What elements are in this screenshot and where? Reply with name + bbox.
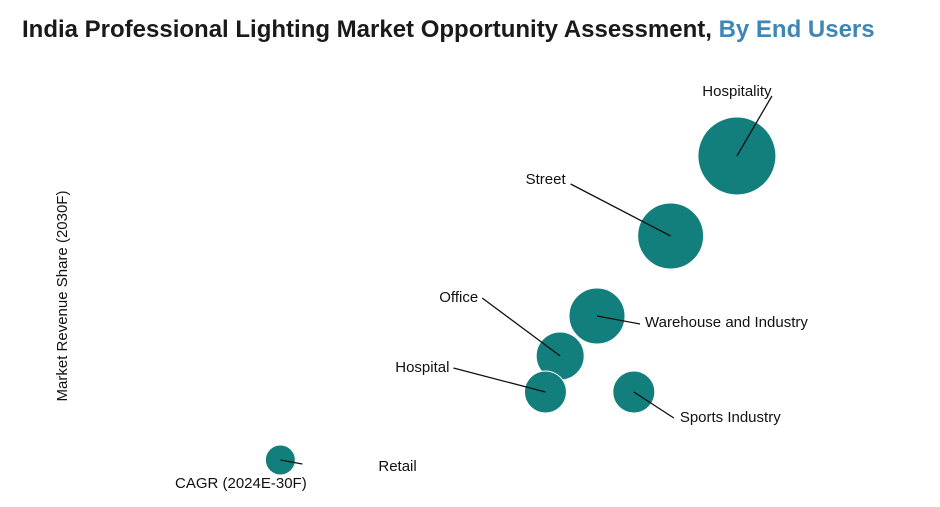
data-label-hospitality: Hospitality <box>702 83 772 100</box>
leader-line-warehouse-and-industry <box>596 315 641 325</box>
data-label-warehouse-and-industry: Warehouse and Industry <box>645 314 808 331</box>
leader-line-retail <box>280 459 303 465</box>
leader-line-hospitality <box>736 95 773 157</box>
chart-title-accent: By End Users <box>718 16 875 43</box>
leader-line-sports-industry <box>633 391 675 419</box>
leader-line-street <box>570 183 671 237</box>
chart-title-main: India Professional Lighting Market Oppor… <box>22 16 712 43</box>
chart-title: India Professional Lighting Market Oppor… <box>22 16 922 44</box>
leader-line-office <box>481 297 561 357</box>
data-label-street: Street <box>526 171 567 188</box>
data-label-sports-industry: Sports Industry <box>680 409 781 426</box>
y-axis-label: Market Revenue Share (2030F) <box>54 191 71 402</box>
x-axis-label: CAGR (2024E-30F) <box>175 475 307 492</box>
data-label-office: Office <box>439 289 478 306</box>
leader-line-hospital <box>453 367 546 393</box>
data-label-retail: Retail <box>378 458 416 475</box>
data-label-hospital: Hospital <box>395 359 449 376</box>
